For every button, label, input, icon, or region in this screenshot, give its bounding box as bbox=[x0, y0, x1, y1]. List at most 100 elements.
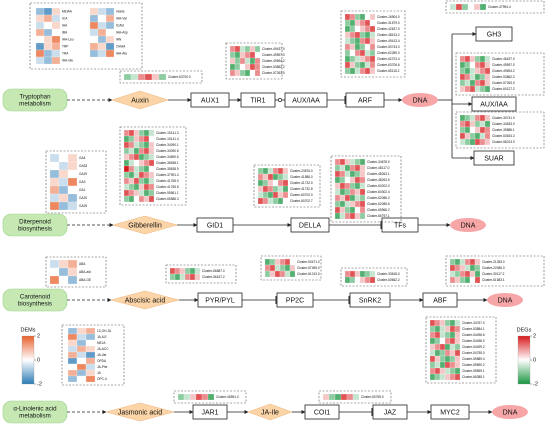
heatmap-row-label: IAA-Asp bbox=[116, 30, 128, 34]
heatmap-cell bbox=[354, 176, 361, 184]
heatmap-cell bbox=[339, 176, 346, 184]
heatmap-row-label: Cluster-46551.0 bbox=[216, 395, 239, 399]
heatmap-cell bbox=[89, 35, 99, 44]
heatmap-cell bbox=[464, 55, 471, 63]
heatmap-cell bbox=[359, 13, 366, 21]
heatmap-cell bbox=[143, 129, 150, 137]
heatmap-cell bbox=[249, 57, 256, 65]
heatmap-cell bbox=[148, 141, 155, 149]
dna-node bbox=[492, 405, 528, 419]
heatmap-cell bbox=[85, 369, 96, 377]
heatmap-row-label: Cluster-66385.1 bbox=[462, 375, 485, 379]
heatmap-frame bbox=[119, 70, 203, 84]
heatmap-cell bbox=[195, 393, 203, 401]
heatmap-cell bbox=[76, 339, 87, 347]
heatmap-cell bbox=[349, 25, 356, 33]
heatmap-cell bbox=[272, 191, 279, 199]
gene-box bbox=[422, 292, 458, 308]
legend-tick-label: 2 bbox=[533, 333, 536, 339]
heatmap-cell bbox=[334, 194, 341, 202]
heatmap-cell bbox=[469, 55, 476, 63]
heatmap-cell bbox=[354, 212, 361, 220]
heatmap-frame bbox=[425, 316, 497, 384]
heatmap-cell bbox=[344, 164, 351, 172]
heatmap-cell bbox=[359, 37, 366, 45]
heatmap-row-label: Cluster-34090.5 bbox=[156, 149, 179, 153]
heatmap-row-label: Cluster-41886.0 bbox=[290, 175, 313, 179]
heatmap-cell bbox=[464, 120, 471, 128]
pathway-label-line: metabolism bbox=[19, 412, 51, 419]
heatmap-cell bbox=[289, 264, 296, 272]
heatmap-cell bbox=[429, 367, 436, 375]
heatmap-cell bbox=[133, 153, 140, 161]
heatmap-cell bbox=[277, 197, 284, 205]
hormone-diamond bbox=[105, 402, 175, 422]
heatmap-cell bbox=[469, 61, 476, 69]
pathway-label-line: Tryptophan bbox=[19, 93, 51, 100]
heatmap-cell bbox=[339, 200, 346, 208]
heatmap-cell bbox=[267, 197, 274, 205]
node-label: AUX/IAA bbox=[480, 101, 508, 108]
heatmap-cell bbox=[264, 264, 271, 272]
heatmap-row-label: Cluster-54499.2 bbox=[462, 345, 485, 349]
pathway-label: α-Linolenic acid metabolism bbox=[13, 405, 57, 419]
heatmap-cell bbox=[89, 28, 99, 37]
heatmap-cell bbox=[434, 361, 441, 369]
heatmap-cell bbox=[262, 179, 269, 187]
heatmap-cell bbox=[444, 343, 451, 351]
heatmap-cell bbox=[123, 165, 130, 173]
pathway-label: Diterpenoid biosynthesis bbox=[18, 218, 52, 232]
heatmap-row-label: Cluster-41765.5 bbox=[156, 185, 179, 189]
heatmap-frame bbox=[225, 42, 283, 80]
heatmap-cell bbox=[369, 19, 376, 27]
heatmap-cell bbox=[469, 85, 476, 93]
legend-tick-label: 0 bbox=[37, 357, 40, 363]
heatmap-cell bbox=[67, 275, 78, 285]
heatmap-cell bbox=[123, 141, 130, 149]
heatmap-cell bbox=[328, 393, 336, 401]
heatmap-cell bbox=[334, 164, 341, 172]
heatmap-cell bbox=[128, 153, 135, 161]
heatmap-row-label: GA19 bbox=[79, 172, 87, 176]
heatmap-cell bbox=[461, 3, 469, 11]
heatmap-row-label: JA-ACC bbox=[97, 347, 109, 351]
gene-box bbox=[196, 217, 234, 233]
heatmap-row-label: Cluster-31579.0 bbox=[377, 21, 400, 25]
heatmap-cell bbox=[474, 258, 481, 266]
heatmap-cell bbox=[434, 319, 441, 327]
heatmap-cell bbox=[85, 351, 96, 359]
heatmap-cell bbox=[49, 185, 60, 195]
heatmap-cell bbox=[369, 276, 376, 284]
heatmap-cell bbox=[449, 343, 456, 351]
heatmap-row-label: TRA bbox=[62, 51, 69, 55]
heatmap-cell bbox=[354, 270, 361, 278]
heatmap-row-label: Cluster-53634.3 bbox=[492, 134, 515, 138]
heatmap-cell bbox=[133, 141, 140, 149]
heatmap-cell bbox=[148, 189, 155, 197]
hormone-diamond bbox=[110, 290, 180, 310]
heatmap-cell bbox=[454, 361, 461, 369]
heatmap-cell bbox=[128, 141, 135, 149]
heatmap-cell bbox=[479, 85, 486, 93]
heatmap-cell bbox=[97, 49, 107, 58]
heatmap-cell bbox=[464, 138, 471, 146]
heatmap-cell bbox=[207, 393, 215, 401]
heatmap-cell bbox=[474, 126, 481, 134]
heatmap-cell bbox=[254, 57, 261, 65]
heatmap-row-label: Cluster-65115.2 bbox=[377, 69, 400, 73]
heatmap-row-label: Cluster-21283.0 bbox=[482, 260, 505, 264]
heatmap-row-label: Cluster-35638.1 bbox=[156, 161, 179, 165]
heatmap-cell bbox=[464, 132, 471, 140]
heatmap-cell bbox=[349, 37, 356, 45]
heatmap-cell bbox=[274, 264, 281, 272]
heatmap-cell bbox=[459, 276, 466, 284]
heatmap-cell bbox=[339, 188, 346, 196]
heatmap-cell bbox=[444, 355, 451, 363]
heatmap-row-label: ABA-GE bbox=[79, 278, 91, 282]
heatmap-cell bbox=[479, 73, 486, 81]
heatmap-cell bbox=[344, 55, 351, 63]
heatmap-cell bbox=[89, 21, 99, 30]
heatmap-cell bbox=[349, 200, 356, 208]
heatmap-cell bbox=[349, 182, 356, 190]
heatmap-cell bbox=[239, 45, 246, 53]
